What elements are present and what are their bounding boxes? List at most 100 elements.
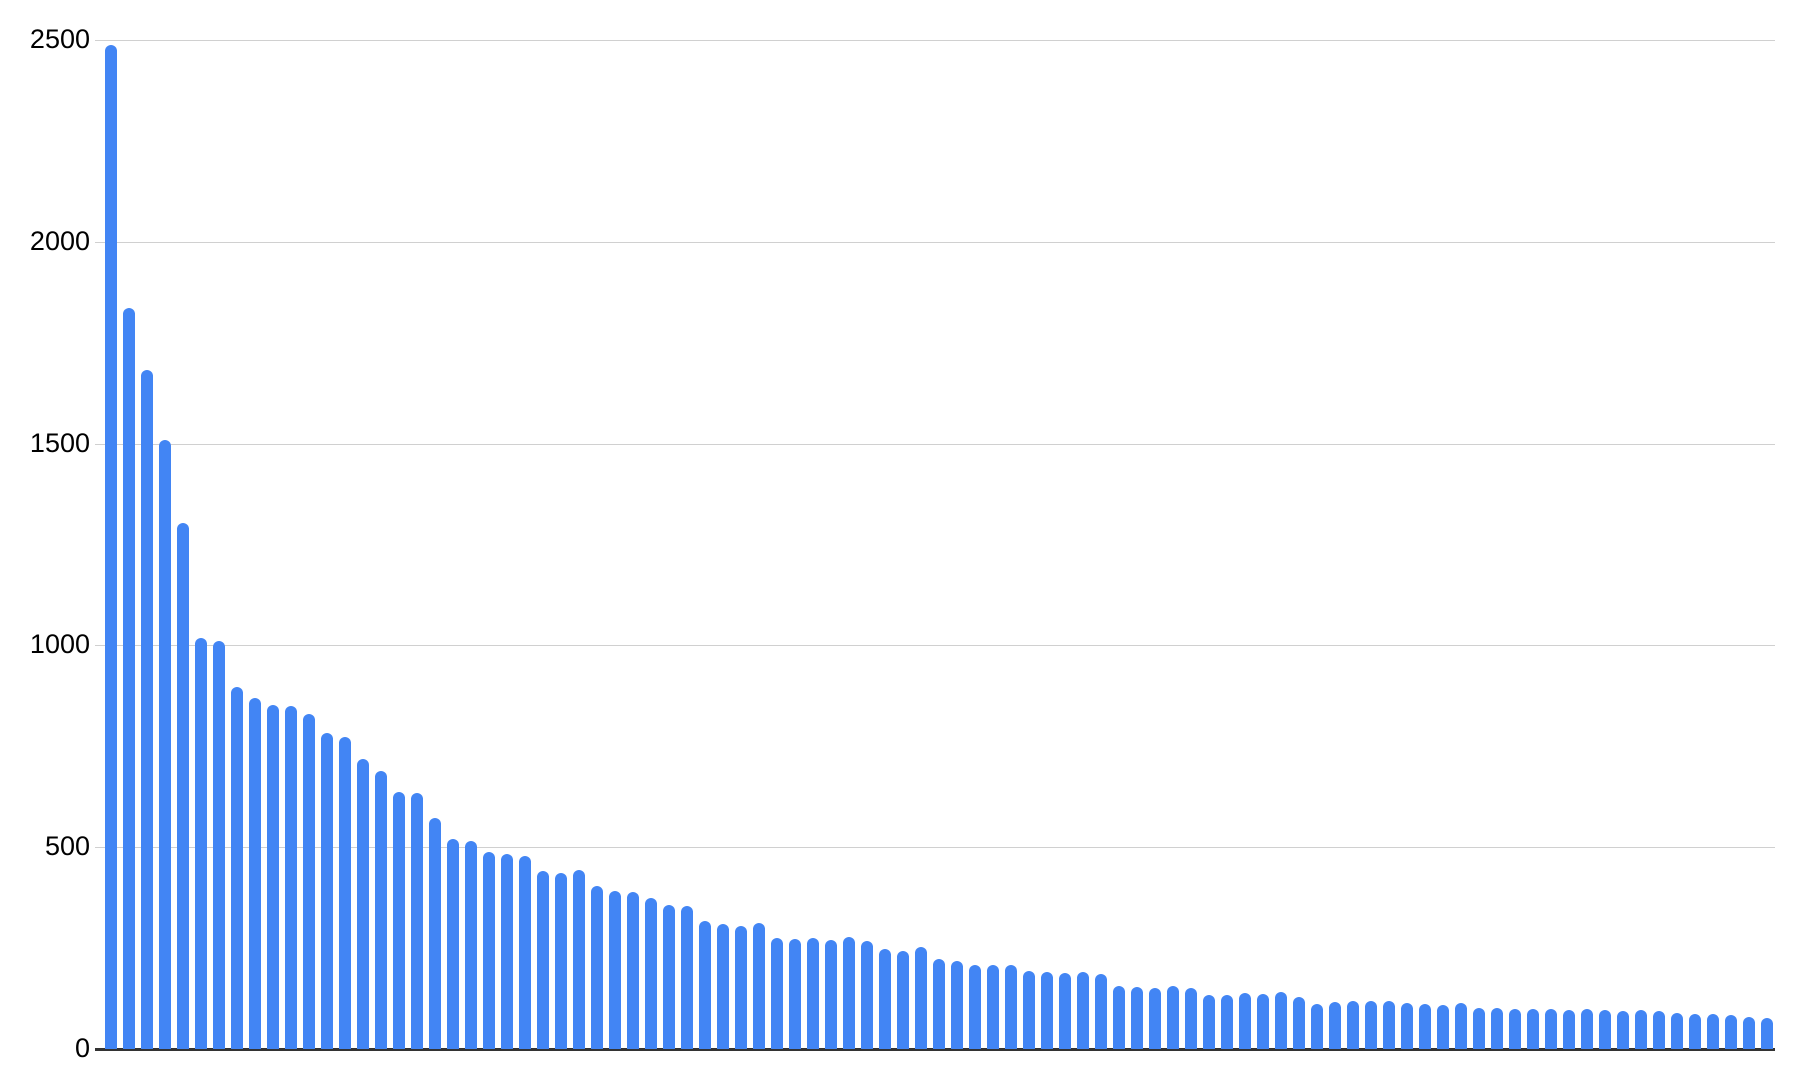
bar[interactable] [231,686,243,1049]
bar[interactable] [1437,1004,1449,1049]
bar[interactable] [1347,1001,1359,1049]
bar[interactable] [1077,972,1089,1049]
bar[interactable] [1653,1011,1665,1049]
bar[interactable] [1617,1010,1629,1049]
bar[interactable] [951,961,963,1049]
bar[interactable] [1293,996,1305,1049]
bar[interactable] [825,940,837,1049]
bar[interactable] [1455,1003,1467,1049]
bar[interactable] [1707,1014,1719,1049]
bar[interactable] [735,926,747,1049]
bar[interactable] [213,640,225,1049]
bar[interactable] [681,906,693,1049]
bar[interactable] [357,758,369,1049]
bar[interactable] [1185,988,1197,1049]
bar[interactable] [429,818,441,1049]
bar[interactable] [1689,1013,1701,1049]
bar[interactable] [1275,992,1287,1049]
bar[interactable] [537,870,549,1049]
bar[interactable] [933,959,945,1049]
bar[interactable] [1671,1013,1683,1049]
bar[interactable] [879,948,891,1049]
y-axis-tick-label: 0 [74,1033,90,1063]
y-axis-tick [95,847,105,849]
bar[interactable] [627,892,639,1049]
bar[interactable] [483,852,495,1049]
bar[interactable] [609,890,621,1049]
bar[interactable] [321,732,333,1049]
bar[interactable] [897,950,909,1049]
bar[interactable] [1383,1001,1395,1049]
bar[interactable] [1059,972,1071,1049]
bar[interactable] [303,714,315,1049]
y-axis-tick-label: 1000 [29,629,90,660]
bar[interactable] [1329,1001,1341,1049]
bar[interactable] [969,964,981,1049]
bar[interactable] [1563,1010,1575,1049]
bar[interactable] [771,937,783,1049]
bar[interactable] [465,840,477,1049]
bar[interactable] [843,937,855,1049]
bar[interactable] [285,705,297,1049]
bar[interactable] [501,854,513,1049]
bar[interactable] [1527,1008,1539,1049]
bar[interactable] [591,885,603,1049]
bar[interactable] [573,870,585,1049]
bar[interactable] [267,704,279,1049]
bar[interactable] [1239,993,1251,1049]
bar[interactable] [1635,1010,1647,1049]
bar[interactable] [1491,1008,1503,1049]
plot-area [95,0,1775,1092]
bar[interactable] [645,898,657,1049]
bar[interactable] [663,905,675,1049]
bar[interactable] [411,793,423,1049]
bar[interactable] [915,946,927,1049]
bar[interactable] [1473,1008,1485,1049]
bar[interactable] [1509,1009,1521,1049]
bar[interactable] [249,697,261,1049]
bar[interactable] [339,737,351,1049]
bar[interactable] [1401,1002,1413,1049]
bar[interactable] [159,439,171,1049]
bar[interactable] [1167,986,1179,1049]
bar[interactable] [177,523,189,1049]
bar[interactable] [753,923,765,1049]
bar[interactable] [1257,993,1269,1049]
bar[interactable] [375,771,387,1049]
bar[interactable] [717,923,729,1049]
bar[interactable] [1419,1003,1431,1049]
bar[interactable] [141,369,153,1049]
bar[interactable] [123,308,135,1049]
bar[interactable] [195,638,207,1049]
bar[interactable] [1599,1009,1611,1049]
bar[interactable] [1365,1000,1377,1049]
bar[interactable] [1743,1016,1755,1049]
bar[interactable] [789,939,801,1049]
bar[interactable] [555,873,567,1049]
bar[interactable] [699,921,711,1049]
bar[interactable] [861,940,873,1049]
bar[interactable] [447,838,459,1049]
bar[interactable] [393,791,405,1049]
bar[interactable] [1545,1009,1557,1049]
bar[interactable] [1113,986,1125,1049]
bar[interactable] [1041,971,1053,1049]
bar[interactable] [1725,1015,1737,1049]
bar[interactable] [1131,987,1143,1049]
y-axis-tick [95,645,105,647]
bar[interactable] [1023,971,1035,1049]
gridline [105,847,1775,849]
bar[interactable] [1311,1003,1323,1049]
bar[interactable] [1581,1009,1593,1049]
bar[interactable] [1203,994,1215,1049]
bar[interactable] [1761,1018,1773,1049]
y-axis-tick-label: 500 [44,831,90,862]
bar[interactable] [105,45,117,1049]
bar[interactable] [807,938,819,1049]
bar[interactable] [519,856,531,1049]
bar[interactable] [1005,965,1017,1049]
bar[interactable] [1221,995,1233,1049]
bar[interactable] [1095,973,1107,1049]
bar[interactable] [1149,987,1161,1049]
bar[interactable] [987,964,999,1049]
